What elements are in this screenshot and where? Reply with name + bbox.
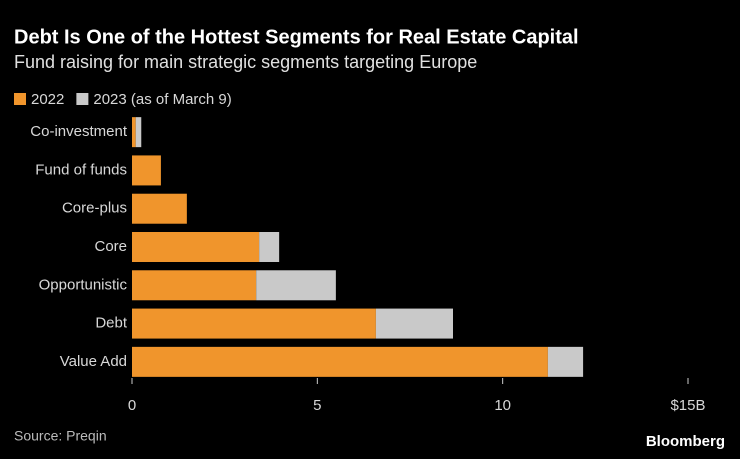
chart-subtitle: Fund raising for main strategic segments… (14, 52, 477, 72)
legend-swatch (14, 93, 26, 105)
x-tick-label: 5 (313, 397, 321, 414)
y-tick-label: Core-plus (62, 200, 127, 217)
logo: Bloomberg (646, 433, 725, 450)
x-tick-label: 10 (494, 397, 511, 414)
bar (547, 346, 584, 377)
x-tick-label: 0 (128, 397, 136, 414)
bar (132, 308, 376, 339)
x-tick-label: $15B (670, 397, 705, 414)
bar (256, 270, 336, 301)
bar (132, 193, 187, 224)
chart-title: Debt Is One of the Hottest Segments for … (14, 26, 579, 48)
bar (132, 232, 260, 262)
legend-label: 2023 (as of March 9) (93, 91, 231, 108)
y-tick-label: Core (94, 238, 127, 255)
legend-label: 2022 (31, 91, 64, 108)
bar (135, 117, 142, 148)
bar (375, 308, 453, 339)
y-tick-label: Value Add (60, 353, 127, 370)
bar (259, 232, 280, 262)
y-tick-label: Opportunistic (39, 276, 128, 293)
legend-swatch (76, 93, 89, 105)
y-tick-label: Fund of funds (35, 161, 127, 178)
bar (132, 117, 136, 148)
bar (132, 346, 548, 377)
source: Source: Preqin (14, 428, 107, 444)
bar (132, 270, 257, 301)
bar (132, 155, 161, 186)
y-tick-label: Co-investment (30, 123, 128, 140)
y-tick-label: Debt (95, 315, 128, 332)
